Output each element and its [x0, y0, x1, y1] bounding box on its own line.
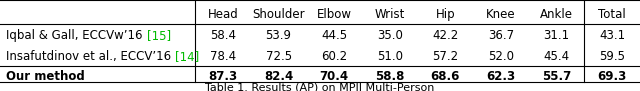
Text: 31.1: 31.1 [543, 29, 570, 42]
Text: 60.2: 60.2 [321, 50, 348, 63]
Text: 43.1: 43.1 [599, 29, 625, 42]
Text: Our method: Our method [6, 70, 85, 83]
Text: 51.0: 51.0 [377, 50, 403, 63]
Text: 62.3: 62.3 [486, 70, 516, 83]
Text: Elbow: Elbow [317, 8, 352, 21]
Text: 87.3: 87.3 [209, 70, 237, 83]
Text: 69.3: 69.3 [598, 70, 627, 83]
Text: 57.2: 57.2 [433, 50, 458, 63]
Text: Hip: Hip [436, 8, 455, 21]
Text: 55.7: 55.7 [542, 70, 572, 83]
Text: Shoulder: Shoulder [252, 8, 305, 21]
Text: 36.7: 36.7 [488, 29, 514, 42]
Text: 68.6: 68.6 [431, 70, 460, 83]
Text: 45.4: 45.4 [543, 50, 570, 63]
Text: Table 1. Results (AP) on MPII Multi-Person: Table 1. Results (AP) on MPII Multi-Pers… [205, 82, 435, 91]
Text: Knee: Knee [486, 8, 516, 21]
Text: Head: Head [207, 8, 238, 21]
Text: Wrist: Wrist [374, 8, 405, 21]
Text: [15]: [15] [147, 29, 171, 42]
Text: 82.4: 82.4 [264, 70, 293, 83]
Text: 53.9: 53.9 [266, 29, 292, 42]
Text: 78.4: 78.4 [210, 50, 236, 63]
Text: 70.4: 70.4 [319, 70, 349, 83]
Text: 35.0: 35.0 [377, 29, 403, 42]
Text: 58.8: 58.8 [375, 70, 404, 83]
Text: Ankle: Ankle [540, 8, 573, 21]
Text: 44.5: 44.5 [321, 29, 348, 42]
Text: 59.5: 59.5 [599, 50, 625, 63]
Text: [14]: [14] [175, 50, 200, 63]
Text: 52.0: 52.0 [488, 50, 514, 63]
Text: Iqbal & Gall, ECCVw’16: Iqbal & Gall, ECCVw’16 [6, 29, 147, 42]
Text: 72.5: 72.5 [266, 50, 292, 63]
Text: 42.2: 42.2 [432, 29, 458, 42]
Text: 58.4: 58.4 [210, 29, 236, 42]
Text: Total: Total [598, 8, 626, 21]
Text: Insafutdinov et al., ECCV’16: Insafutdinov et al., ECCV’16 [6, 50, 175, 63]
